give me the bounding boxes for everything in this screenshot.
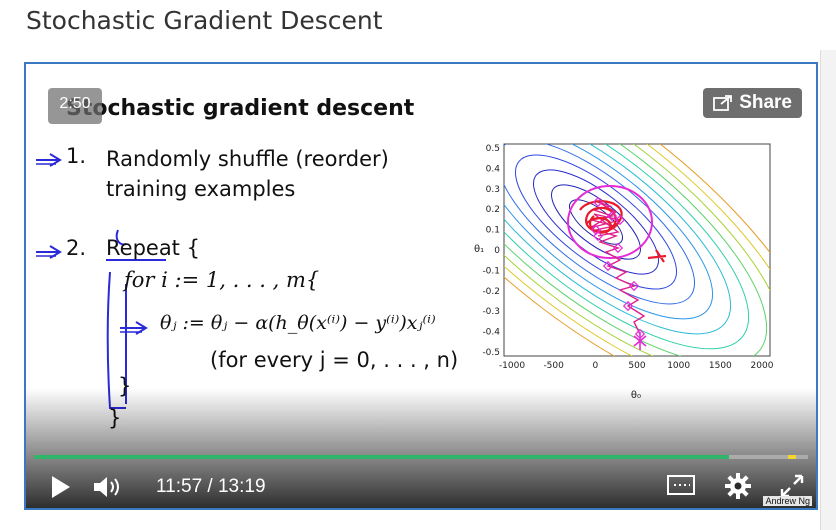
y-tick-label: -0.2 [482,287,500,297]
duration: 13:19 [217,476,266,497]
step1-number: 1. [66,144,87,168]
volume-icon[interactable] [92,474,122,500]
x-tick-label: 1500 [709,361,732,371]
path-marker [634,328,646,340]
contour-line [504,144,770,356]
update-rule: θⱼ := θⱼ − α(h_θ(x⁽ⁱ⁾) − y⁽ⁱ⁾)xⱼ⁽ⁱ⁾ [160,312,436,334]
start-marker [633,332,647,350]
captions-icon[interactable] [666,474,696,498]
sgd-path-line [589,201,646,335]
y-tick-labels: 0.5 0.4 0.3 0.2 0.1 0 -0.1 -0.2 -0.3 -0.4 -0.5 [482,144,500,358]
contour-line [504,144,750,350]
time-separator: / [207,476,213,497]
y-tick-label: -0.5 [482,348,500,358]
x-tick-label: 0 [592,361,598,371]
contour-plot: 0.5 0.4 0.3 0.2 0.1 0 -0.1 -0.2 -0.3 -0.4 -0.5 -10… [474,143,774,400]
contour-line [504,144,696,305]
y-tick-label: 0 [494,246,500,256]
contour-line [514,154,678,290]
x-tick-label: -1000 [499,361,525,371]
contour-line [504,144,770,356]
path-marker [614,214,626,226]
slide-title: Stochastic gradient descent [66,96,415,121]
play-icon[interactable] [50,474,72,500]
gear-icon[interactable] [724,472,752,500]
path-marker [592,196,604,208]
video-player[interactable]: Stochastic gradient descent 2:50 Share 1… [24,62,818,510]
y-tick-label: 0.4 [486,164,501,174]
x-tick-label: 2000 [751,361,774,371]
path-marker [622,300,634,312]
step1-text: Randomly shuffle (reorder) training exam… [106,147,389,201]
y-tick-label: 0.5 [486,144,500,154]
path-marker [612,242,624,254]
controls-overlay [26,388,816,508]
arrow-annotation-1 [36,153,62,167]
for-loop-line: for i := 1, . . . , m{ [124,268,320,292]
y-tick-label: 0.2 [486,205,500,215]
y-axis-label: θ₁ [474,244,484,255]
path-marker [606,210,618,222]
time-readout: 11:57 / 13:19 [156,476,266,498]
current-time: 11:57 [156,476,203,497]
path-marker [592,230,604,242]
y-tick-label: -0.3 [482,307,500,317]
contour-line [504,144,714,320]
arrow-annotation-3 [120,321,148,335]
sgd-path [579,196,667,350]
y-tick-label: 0.3 [486,185,500,195]
page-scrollbar[interactable] [820,50,836,530]
y-tick-label: -0.1 [482,266,500,276]
author-credit: Andrew Ng [763,496,812,506]
y-tick-label: 0.1 [486,226,500,236]
contour-line [569,199,623,245]
share-label: Share [739,92,792,113]
repeat-label: Repeat { [106,236,200,260]
path-marker [628,280,640,292]
step2-number: 2. [66,236,87,260]
for-every-line: (for every j = 0, . . . , n) [210,348,459,372]
share-icon [713,95,733,111]
arrow-annotation-2 [36,245,62,259]
contour-line [504,144,732,335]
x-tick-labels: -1000 -500 0 500 1000 1500 2000 [499,361,774,371]
progress-buffer [788,455,796,459]
convergence-circle [567,185,653,259]
convergence-scribble [579,200,667,263]
x-tick-label: -500 [543,361,564,371]
contour-line [504,144,768,356]
timestamp-badge: 2:50 [48,88,102,124]
page-title: Stochastic Gradient Descent [26,6,383,35]
contour-line [504,144,770,356]
path-marker [602,260,614,272]
contour-lines [504,144,770,356]
y-tick-label: -0.4 [482,328,500,338]
x-tick-label: 1000 [667,361,690,371]
progress-bar[interactable] [34,455,808,459]
progress-fill [34,455,730,459]
share-button[interactable]: Share [703,88,802,118]
x-tick-label: 500 [628,361,645,371]
